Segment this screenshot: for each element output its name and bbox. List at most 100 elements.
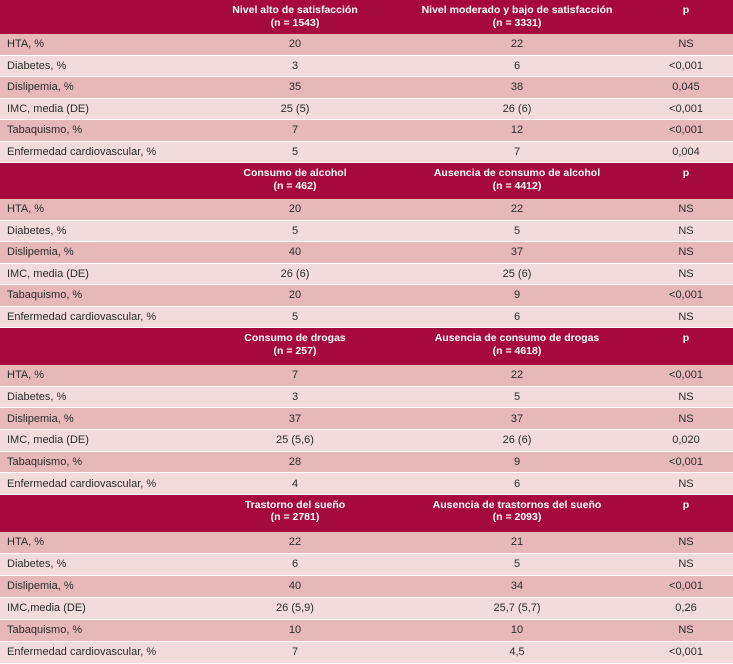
comparison-value: 9 [513,289,521,302]
p-value: <0,001 [669,646,703,659]
comparison-value: 26 (6) [502,434,532,447]
p-value: <0,001 [669,580,703,593]
p-value: 0,020 [672,434,700,447]
comparison-value: 22 [510,38,524,51]
p-value: NS [678,310,694,323]
group-value: 7 [291,124,299,137]
group-column-header: Consumo de alcohol (n = 462) [195,163,395,199]
comparison-value: 21 [510,536,524,549]
row-label: HTA, % [7,369,45,382]
row-label: Enfermedad cardiovascular, % [7,145,157,158]
row-label: Enfermedad cardiovascular, % [7,477,157,490]
p-value-header: p [639,328,733,365]
row-tabaquismo: Tabaquismo, % 28 9 <0,001 [0,451,733,474]
row-label: Dislipemia, % [7,246,74,259]
group-value: 3 [291,59,299,72]
comparison-value: 6 [513,310,521,323]
header-blank-cell [0,328,195,365]
comparison-value: 25 (6) [502,267,532,280]
comparison-value: 6 [513,477,521,490]
group-column-header: Nivel moderado y bajo de satisfacción (n … [395,0,639,34]
row-hta: HTA, % 22 21 NS [0,531,733,554]
group-value: 26 (5,9) [276,602,314,615]
p-value: NS [678,224,694,237]
group-value: 20 [288,203,302,216]
comparison-value: 22 [510,203,524,216]
comparison-value: 6 [513,59,521,72]
group-value: 22 [288,536,302,549]
group-column-header: Ausencia de consumo de drogas (n = 4618) [395,328,639,365]
row-hta: HTA, % 20 22 NS [0,34,733,56]
comparison-value: 7 [513,145,521,158]
p-value: 0,004 [672,145,700,158]
comparison-value: 37 [510,246,524,259]
group-column-header: Trastorno del sueño (n = 2781) [195,495,395,532]
p-value: NS [678,203,694,216]
row-label: Diabetes, % [7,558,67,571]
group-value: 28 [288,455,302,468]
group-value: 20 [288,289,302,302]
row-dislipemia: Dislipemia, % 37 37 NS [0,408,733,430]
p-value: NS [678,390,694,403]
comparison-value: 9 [513,455,521,468]
group-column-header: Nivel alto de satisfacción (n = 1543) [195,0,395,34]
header-blank-cell [0,495,195,532]
p-value: NS [678,267,694,280]
row-label: HTA, % [7,38,45,51]
row-label: Diabetes, % [7,224,67,237]
row-label: Enfermedad cardiovascular, % [7,310,157,323]
row-label: Diabetes, % [7,390,67,403]
row-enfermedad-cardiovascular: Enfermedad cardiovascular, % 7 4,5 <0,001 [0,641,733,664]
section-header-row: Consumo de alcohol (n = 462) Ausencia de c… [0,163,733,199]
group-value: 7 [291,646,299,659]
comparison-value: 37 [510,412,524,425]
row-enfermedad-cardiovascular: Enfermedad cardiovascular, % 4 6 NS [0,473,733,495]
group-value: 7 [291,369,299,382]
p-value: NS [678,624,694,637]
p-value: 0,045 [672,81,700,94]
p-value: NS [678,536,694,549]
comparison-value: 38 [510,81,524,94]
comparison-value: 26 (6) [502,102,532,115]
p-value: <0,001 [669,369,703,382]
p-value: 0,26 [675,602,697,615]
column-header-sample-size: (n = 257) [273,344,317,357]
row-tabaquismo: Tabaquismo, % 20 9 <0,001 [0,285,733,307]
comparison-value: 5 [513,390,521,403]
row-tabaquismo: Tabaquismo, % 10 10 NS [0,619,733,642]
column-header-title: Ausencia de consumo de alcohol [433,167,601,179]
group-value: 5 [291,145,299,158]
p-value: <0,001 [669,455,703,468]
section-header-row: Consumo de drogas (n = 257) Ausencia de co… [0,328,733,365]
row-diabetes: Diabetes, % 5 5 NS [0,220,733,242]
comparison-value: 25,7 (5,7) [493,602,541,615]
column-header-title: p [682,498,690,511]
row-hta: HTA, % 20 22 NS [0,199,733,221]
row-tabaquismo: Tabaquismo, % 7 12 <0,001 [0,120,733,142]
column-header-sample-size: (n = 4618) [492,344,542,357]
p-value: <0,001 [669,102,703,115]
row-label: IMC, media (DE) [7,102,89,115]
row-label: Dislipemia, % [7,412,74,425]
row-diabetes: Diabetes, % 3 5 NS [0,386,733,409]
column-header-sample-size: (n = 2781) [270,511,320,524]
row-label: Enfermedad cardiovascular, % [7,646,157,659]
group-column-header: Consumo de drogas (n = 257) [195,328,395,365]
column-header-sample-size: (n = 2093) [492,511,542,524]
comparison-value: 5 [513,224,521,237]
p-value: NS [678,558,694,571]
p-value: NS [678,412,694,425]
p-value: NS [678,38,694,51]
column-header-title: Consumo de drogas [244,332,346,344]
column-header-title: p [682,332,690,344]
group-value: 4 [291,477,299,490]
row-enfermedad-cardiovascular: Enfermedad cardiovascular, % 5 6 NS [0,306,733,328]
comparison-value: 5 [513,558,521,571]
column-header-sample-size: (n = 3331) [492,16,542,29]
group-value: 25 (5) [280,102,310,115]
row-label: Dislipemia, % [7,81,74,94]
row-dislipemia: Dislipemia, % 40 34 <0,001 [0,575,733,598]
row-label: Tabaquismo, % [7,124,83,137]
group-value: 35 [288,81,302,94]
